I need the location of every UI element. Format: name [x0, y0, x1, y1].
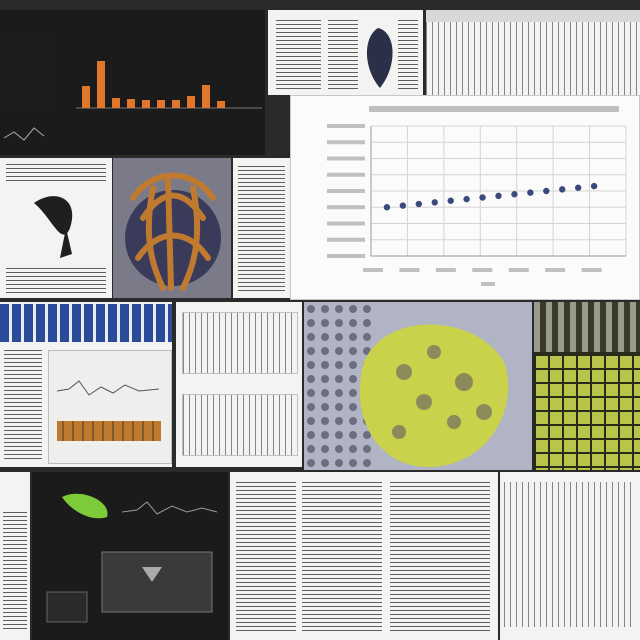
y-tick-blur: [327, 189, 365, 193]
x-tick-blur: [363, 268, 383, 272]
scatter-point: [559, 186, 565, 192]
bottom-right-tile: [500, 472, 640, 640]
x-label-blur: [481, 282, 495, 286]
text-columns-tile: [230, 472, 498, 640]
x-tick-blur: [399, 268, 419, 272]
narrow-doc-tile: [0, 472, 30, 640]
scatter-point: [575, 185, 581, 191]
y-tick-blur: [327, 222, 365, 226]
waveform-panels-tile: [176, 302, 302, 467]
document-specimen-tile: [0, 158, 112, 298]
lime-cell-tile: [304, 302, 532, 470]
waveform-panel-top: [182, 312, 298, 374]
dark-bar: [127, 99, 135, 108]
dark-sparkline: [4, 128, 44, 140]
blue-header-band: [0, 304, 172, 342]
y-tick-blur: [327, 157, 365, 161]
blue-table-tile: [0, 302, 172, 467]
text-col-a: [236, 482, 296, 632]
text-col-b: [302, 482, 382, 632]
scatter-chart-tile: [290, 95, 640, 300]
root-structure-tile: [113, 158, 231, 298]
x-tick-blur: [472, 268, 492, 272]
y-tick-blur: [327, 238, 365, 242]
document-leaf-tile: [268, 10, 423, 95]
cell-illustration: [304, 302, 532, 470]
scatter-point: [400, 202, 406, 208]
grid-header: [534, 302, 640, 352]
dark-bar: [97, 61, 105, 108]
y-tick-blur: [327, 254, 365, 258]
scatter-point: [432, 199, 438, 205]
instrument-illustration: [32, 472, 228, 640]
waveform-table-tile: [426, 10, 640, 95]
lime-grid-tile: [534, 302, 640, 470]
scatter-chart: [291, 96, 640, 300]
bottom-right-waveform: [504, 482, 636, 627]
scatter-point: [591, 183, 597, 189]
y-tick-blur: [327, 124, 365, 128]
root-illustration: [113, 158, 231, 298]
text-col-c: [390, 482, 490, 632]
dark-bar-chart: [0, 10, 265, 155]
dark-bar: [157, 100, 165, 108]
document-column-tile: [233, 158, 290, 298]
scatter-point: [495, 193, 501, 199]
y-tick-blur: [327, 173, 365, 177]
scatter-point: [527, 189, 533, 195]
title-blur: [369, 106, 619, 112]
dark-bar: [82, 86, 90, 108]
scatter-point: [384, 204, 390, 210]
dark-bar: [187, 96, 195, 108]
table-left-column: [4, 350, 42, 462]
dark-bar: [172, 100, 180, 108]
scatter-point: [479, 194, 485, 200]
dark-bar: [142, 100, 150, 108]
dark-instrument-tile: [32, 472, 228, 640]
x-tick-blur: [436, 268, 456, 272]
dark-bar: [202, 85, 210, 108]
lime-cells: [534, 354, 640, 470]
narrow-doc-text: [3, 512, 27, 632]
dark-bar: [112, 98, 120, 108]
text-column-right: [398, 20, 418, 90]
scatter-point: [447, 198, 453, 204]
specimen-text-bottom: [6, 268, 106, 293]
waveform-panel-bottom: [182, 394, 298, 456]
x-tick-blur: [582, 268, 602, 272]
x-tick-blur: [545, 268, 565, 272]
dark-dashboard-tile: [0, 10, 265, 155]
y-tick-blur: [327, 140, 365, 144]
scatter-point: [511, 191, 517, 197]
scatter-point: [416, 201, 422, 207]
header-band: [426, 10, 640, 22]
inner-line-chart: [49, 351, 171, 463]
scatter-point: [463, 196, 469, 202]
y-tick-blur: [327, 205, 365, 209]
inner-chart-panel: [48, 350, 172, 464]
scatter-point: [543, 188, 549, 194]
dark-bar: [217, 101, 225, 108]
x-tick-blur: [509, 268, 529, 272]
column-text: [238, 166, 285, 291]
